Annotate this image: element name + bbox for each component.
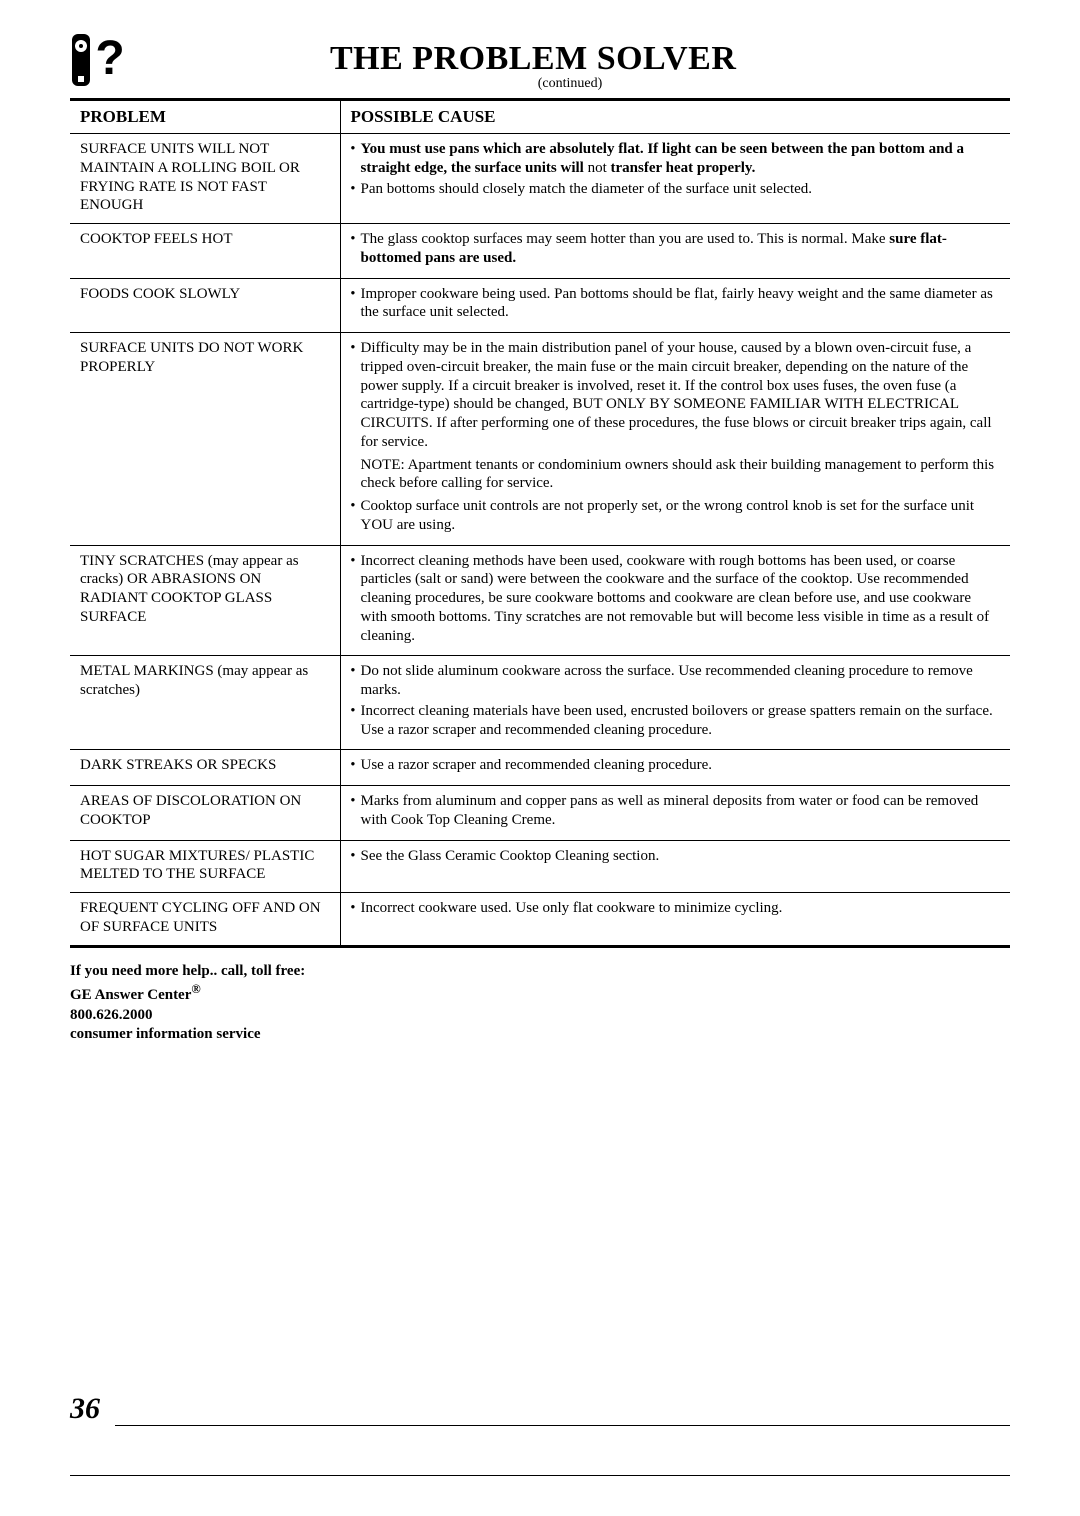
col-cause: POSSIBLE CAUSE — [340, 100, 1010, 134]
cause-cell: Use a razor scraper and recommended clea… — [340, 750, 1010, 786]
help-line4: consumer information service — [70, 1025, 1010, 1045]
cause-cell: See the Glass Ceramic Cooktop Cleaning s… — [340, 840, 1010, 893]
cause-item: Incorrect cleaning methods have been use… — [351, 552, 1001, 646]
help-line2: GE Answer Center — [70, 987, 191, 1003]
footer-help: If you need more help.. call, toll free:… — [70, 962, 1010, 1045]
cause-item: Marks from aluminum and copper pans as w… — [351, 792, 1001, 830]
cause-cell: Difficulty may be in the main distributi… — [340, 333, 1010, 546]
cause-cell: You must use pans which are absolutely f… — [340, 134, 1010, 224]
cause-item: Do not slide aluminum cookware across th… — [351, 662, 1001, 700]
cause-cell: Improper cookware being used. Pan bottom… — [340, 278, 1010, 333]
problem-cell: SURFACE UNITS DO NOT WORK PROPERLY — [70, 333, 340, 546]
cause-cell: Incorrect cleaning methods have been use… — [340, 545, 1010, 656]
problem-cell: SURFACE UNITS WILL NOT MAINTAIN A ROLLIN… — [70, 134, 340, 224]
cause-item: Difficulty may be in the main distributi… — [351, 339, 1001, 452]
problem-cell: DARK STREAKS OR SPECKS — [70, 750, 340, 786]
cause-cell: The glass cooktop surfaces may seem hott… — [340, 224, 1010, 279]
cause-item: Incorrect cookware used. Use only flat c… — [351, 899, 1001, 918]
help-line1: If you need more help.. call, toll free: — [70, 962, 1010, 982]
problem-cell: FREQUENT CYCLING OFF AND ON OF SURFACE U… — [70, 893, 340, 947]
help-phone: 800.626.2000 — [70, 1006, 1010, 1026]
cause-note: NOTE: Apartment tenants or condominium o… — [351, 456, 1001, 494]
help-icon: ? — [70, 32, 130, 92]
page-number: 36 — [70, 1392, 100, 1426]
page-rule — [115, 1425, 1010, 1426]
problem-cell: TINY SCRATCHES (may appear as cracks) OR… — [70, 545, 340, 656]
cause-cell: Do not slide aluminum cookware across th… — [340, 656, 1010, 750]
problem-cell: AREAS OF DISCOLORATION ON COOKTOP — [70, 786, 340, 841]
cause-item: You must use pans which are absolutely f… — [351, 140, 1001, 178]
cause-item: Improper cookware being used. Pan bottom… — [351, 285, 1001, 323]
cause-item: Cooktop surface unit controls are not pr… — [351, 497, 1001, 535]
problem-table: PROBLEM POSSIBLE CAUSE SURFACE UNITS WIL… — [70, 98, 1010, 948]
cause-item: The glass cooktop surfaces may seem hott… — [351, 230, 1001, 268]
page-title: THE PROBLEM SOLVER — [330, 40, 1010, 78]
cause-item: See the Glass Ceramic Cooktop Cleaning s… — [351, 847, 1001, 866]
problem-cell: METAL MARKINGS (may appear as scratches) — [70, 656, 340, 750]
cause-item: Use a razor scraper and recommended clea… — [351, 756, 1001, 775]
problem-cell: COOKTOP FEELS HOT — [70, 224, 340, 279]
subtitle: (continued) — [130, 76, 1010, 92]
bottom-rule — [70, 1475, 1010, 1476]
problem-cell: FOODS COOK SLOWLY — [70, 278, 340, 333]
problem-cell: HOT SUGAR MIXTURES/ PLASTIC MELTED TO TH… — [70, 840, 340, 893]
svg-text:?: ? — [95, 32, 124, 85]
col-problem: PROBLEM — [70, 100, 340, 134]
cause-item: Incorrect cleaning materials have been u… — [351, 702, 1001, 740]
cause-cell: Marks from aluminum and copper pans as w… — [340, 786, 1010, 841]
reg-mark: ® — [191, 982, 200, 996]
cause-item: Pan bottoms should closely match the dia… — [351, 180, 1001, 199]
cause-cell: Incorrect cookware used. Use only flat c… — [340, 893, 1010, 947]
